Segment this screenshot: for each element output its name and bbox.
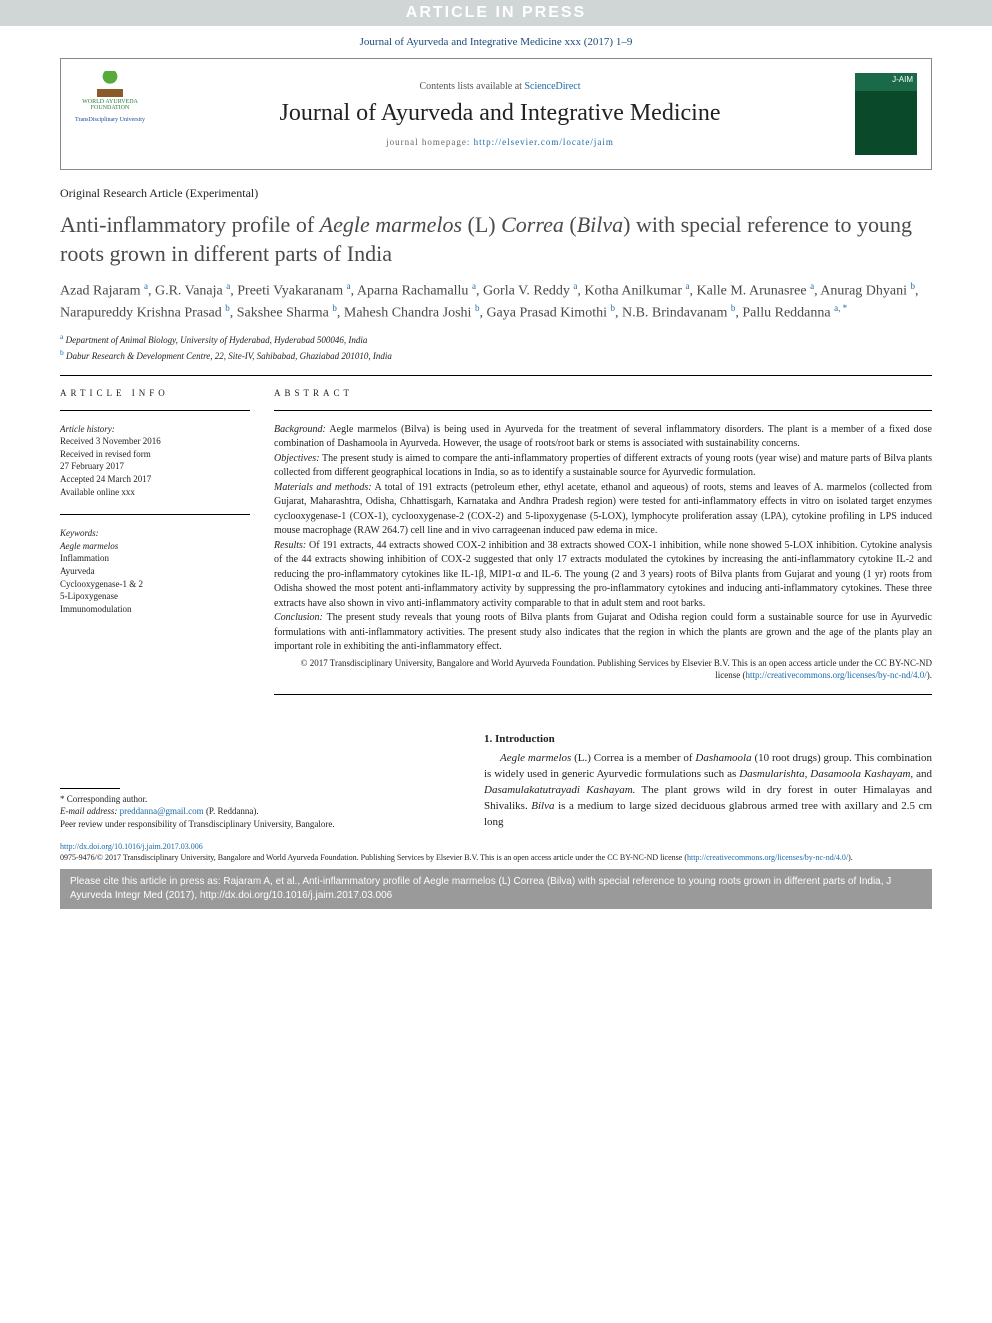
abstract-column: ABSTRACT Background: Aegle marmelos (Bil… <box>274 388 932 707</box>
keyword: 5-Lipoxygenase <box>60 590 250 603</box>
sciencedirect-link[interactable]: ScienceDirect <box>524 81 580 92</box>
publisher-logo-left: WORLD AYURVEDA FOUNDATION TransDisciplin… <box>75 69 145 159</box>
abstract-copyright: © 2017 Transdisciplinary University, Ban… <box>274 657 932 682</box>
homepage-prefix: journal homepage: <box>386 137 473 147</box>
history-line: Available online xxx <box>60 486 250 499</box>
affiliation: b Dabur Research & Development Centre, 2… <box>60 348 932 363</box>
article-info-column: ARTICLE INFO Article history: Received 3… <box>60 388 250 707</box>
divider <box>60 410 250 411</box>
authors-list: Azad Rajaram a, G.R. Vanaja a, Preeti Vy… <box>60 280 932 323</box>
keywords-label: Keywords: <box>60 527 250 540</box>
history-line: Accepted 24 March 2017 <box>60 473 250 486</box>
cc-license-link[interactable]: http://creativecommons.org/licenses/by-n… <box>745 670 926 680</box>
article-info-heading: ARTICLE INFO <box>60 388 250 398</box>
article-type: Original Research Article (Experimental) <box>60 186 932 201</box>
please-cite-box: Please cite this article in press as: Ra… <box>60 869 932 909</box>
introduction-body: Aegle marmelos (L.) Correa is a member o… <box>484 751 932 831</box>
homepage-link[interactable]: http://elsevier.com/locate/jaim <box>474 137 614 147</box>
corresponding-author-block: * Corresponding author. E-mail address: … <box>60 733 460 831</box>
journal-cover-thumb: J-AIM <box>855 73 917 155</box>
keyword: Cyclooxygenase-1 & 2 <box>60 578 250 591</box>
introduction-section: 1. Introduction Aegle marmelos (L.) Corr… <box>484 733 932 831</box>
divider <box>60 514 250 515</box>
keyword: Aegle marmelos <box>60 540 250 553</box>
contents-prefix: Contents lists available at <box>419 81 524 92</box>
abstract-section: Objectives: The present study is aimed t… <box>274 452 932 481</box>
logo-text-top: WORLD AYURVEDA FOUNDATION <box>75 99 145 111</box>
introduction-heading: 1. Introduction <box>484 733 932 745</box>
abstract-section: Conclusion: The present study reveals th… <box>274 611 932 655</box>
intro-row: * Corresponding author. E-mail address: … <box>60 733 932 831</box>
homepage-line: journal homepage: http://elsevier.com/lo… <box>157 137 843 147</box>
affiliation: a Department of Animal Biology, Universi… <box>60 332 932 347</box>
affiliations: a Department of Animal Biology, Universi… <box>60 332 932 363</box>
corresponding-label: * Corresponding author. <box>60 793 460 806</box>
history-line: Received 3 November 2016 <box>60 435 250 448</box>
abstract-section: Results: Of 191 extracts, 44 extracts sh… <box>274 539 932 612</box>
divider <box>274 694 932 695</box>
history-line: Received in revised form <box>60 448 250 461</box>
citation-header: Journal of Ayurveda and Integrative Medi… <box>0 36 992 48</box>
doi-link[interactable]: http://dx.doi.org/10.1016/j.jaim.2017.03… <box>60 842 203 851</box>
corresponding-email-link[interactable]: preddanna@gmail.com <box>120 806 204 816</box>
keywords-block: Keywords: Aegle marmelosInflammationAyur… <box>60 527 250 615</box>
history-label: Article history: <box>60 423 250 436</box>
contents-line: Contents lists available at ScienceDirec… <box>157 81 843 92</box>
article-in-press-banner: ARTICLE IN PRESS <box>0 0 992 26</box>
issn-copyright-line: 0975-9476/© 2017 Transdisciplinary Unive… <box>60 852 932 863</box>
footer: http://dx.doi.org/10.1016/j.jaim.2017.03… <box>60 841 932 863</box>
article-history: Article history: Received 3 November 201… <box>60 423 250 499</box>
keyword: Immunomodulation <box>60 603 250 616</box>
abstract-section: Materials and methods: A total of 191 ex… <box>274 481 932 539</box>
logo-text-sub: TransDisciplinary University <box>75 117 145 123</box>
divider <box>60 375 932 376</box>
tree-icon <box>97 71 123 97</box>
journal-header: WORLD AYURVEDA FOUNDATION TransDisciplin… <box>60 58 932 170</box>
keyword: Ayurveda <box>60 565 250 578</box>
divider <box>274 410 932 411</box>
peer-review-note: Peer review under responsibility of Tran… <box>60 818 460 831</box>
short-divider <box>60 788 120 789</box>
cc-license-link-footer[interactable]: http://creativecommons.org/licenses/by-n… <box>687 853 848 862</box>
journal-center: Contents lists available at ScienceDirec… <box>157 81 843 147</box>
corresponding-email-line: E-mail address: preddanna@gmail.com (P. … <box>60 805 460 818</box>
journal-name: Journal of Ayurveda and Integrative Medi… <box>157 100 843 127</box>
article-title: Anti-inflammatory profile of Aegle marme… <box>60 211 932 268</box>
abstract-heading: ABSTRACT <box>274 388 932 398</box>
keyword: Inflammation <box>60 552 250 565</box>
abstract-body: Background: Aegle marmelos (Bilva) is be… <box>274 423 932 655</box>
abstract-section: Background: Aegle marmelos (Bilva) is be… <box>274 423 932 452</box>
article-content: Original Research Article (Experimental)… <box>60 186 932 831</box>
info-abstract-row: ARTICLE INFO Article history: Received 3… <box>60 388 932 707</box>
history-line: 27 February 2017 <box>60 460 250 473</box>
